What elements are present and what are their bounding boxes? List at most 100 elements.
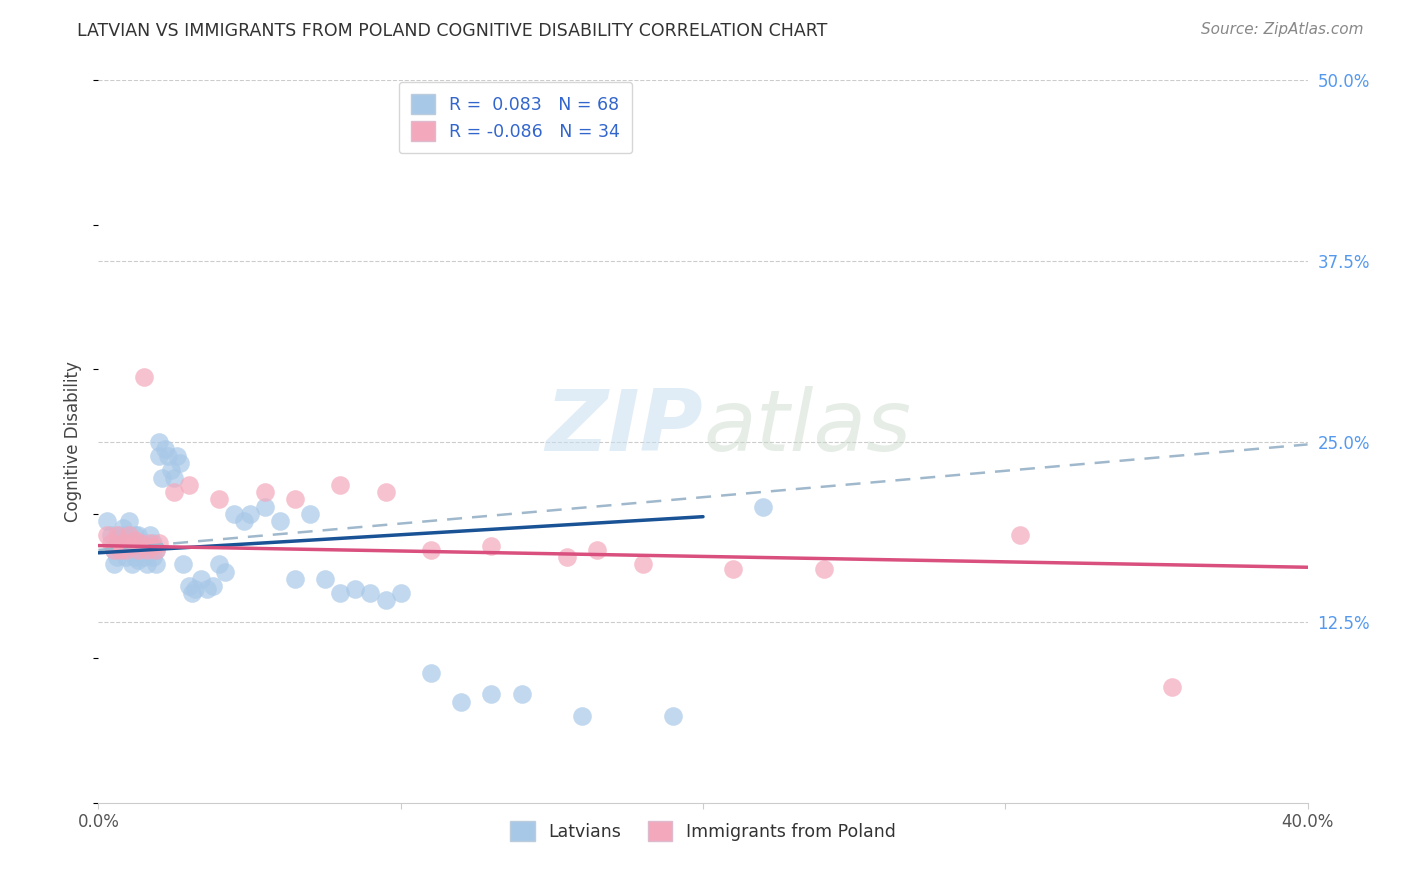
Point	[132, 535, 155, 549]
Point	[145, 558, 167, 572]
Point	[420, 665, 443, 680]
Point	[190, 572, 212, 586]
Point	[121, 535, 143, 549]
Point	[163, 470, 186, 484]
Point	[661, 709, 683, 723]
Y-axis label: Cognitive Disability: Cognitive Disability	[65, 361, 83, 522]
Text: Source: ZipAtlas.com: Source: ZipAtlas.com	[1201, 22, 1364, 37]
Point	[723, 562, 745, 576]
Point	[145, 542, 167, 557]
Point	[96, 514, 118, 528]
Point	[181, 586, 204, 600]
Point	[571, 709, 593, 723]
Point	[1010, 528, 1032, 542]
Point	[114, 550, 136, 565]
Point	[148, 449, 170, 463]
Point	[389, 586, 412, 600]
Point	[114, 528, 136, 542]
Point	[344, 582, 367, 596]
Point	[284, 492, 307, 507]
Point	[135, 542, 157, 557]
Point	[103, 542, 125, 557]
Point	[118, 542, 141, 557]
Point	[108, 528, 131, 542]
Point	[139, 535, 162, 549]
Point	[239, 507, 262, 521]
Point	[299, 507, 322, 521]
Point	[105, 528, 128, 542]
Point	[111, 521, 134, 535]
Point	[284, 572, 307, 586]
Point	[145, 542, 167, 557]
Point	[142, 535, 165, 549]
Point	[232, 514, 254, 528]
Point	[105, 550, 128, 565]
Point	[420, 542, 443, 557]
Point	[114, 542, 136, 557]
Point	[139, 528, 162, 542]
Point	[108, 542, 131, 557]
Point	[1160, 680, 1182, 694]
Point	[100, 535, 122, 549]
Point	[555, 550, 578, 565]
Point	[631, 558, 654, 572]
Point	[179, 579, 201, 593]
Point	[135, 542, 157, 557]
Point	[105, 535, 128, 549]
Point	[374, 593, 396, 607]
Point	[148, 535, 170, 549]
Point	[160, 463, 183, 477]
Point	[269, 514, 291, 528]
Point	[202, 579, 225, 593]
Point	[156, 449, 179, 463]
Point	[208, 492, 231, 507]
Point	[103, 558, 125, 572]
Point	[329, 586, 352, 600]
Point	[148, 434, 170, 449]
Point	[100, 528, 122, 542]
Point	[124, 533, 146, 547]
Point	[153, 442, 176, 456]
Legend: Latvians, Immigrants from Poland: Latvians, Immigrants from Poland	[503, 814, 903, 848]
Point	[172, 558, 194, 572]
Point	[129, 542, 152, 557]
Point	[127, 542, 149, 557]
Point	[124, 528, 146, 542]
Point	[481, 687, 503, 701]
Point	[132, 369, 155, 384]
Point	[118, 514, 141, 528]
Text: atlas: atlas	[703, 385, 911, 468]
Point	[129, 535, 152, 549]
Point	[121, 558, 143, 572]
Point	[111, 535, 134, 549]
Text: ZIP: ZIP	[546, 385, 703, 468]
Point	[142, 539, 165, 553]
Point	[329, 478, 352, 492]
Point	[179, 478, 201, 492]
Point	[163, 485, 186, 500]
Text: LATVIAN VS IMMIGRANTS FROM POLAND COGNITIVE DISABILITY CORRELATION CHART: LATVIAN VS IMMIGRANTS FROM POLAND COGNIT…	[77, 22, 828, 40]
Point	[586, 542, 609, 557]
Point	[127, 553, 149, 567]
Point	[224, 507, 246, 521]
Point	[103, 542, 125, 557]
Point	[135, 558, 157, 572]
Point	[195, 582, 218, 596]
Point	[510, 687, 533, 701]
Point	[253, 485, 276, 500]
Point	[314, 572, 336, 586]
Point	[450, 695, 472, 709]
Point	[142, 550, 165, 565]
Point	[118, 528, 141, 542]
Point	[752, 500, 775, 514]
Point	[111, 542, 134, 557]
Point	[184, 582, 207, 596]
Point	[132, 550, 155, 565]
Point	[169, 456, 191, 470]
Point	[813, 562, 835, 576]
Point	[121, 539, 143, 553]
Point	[124, 550, 146, 565]
Point	[374, 485, 396, 500]
Point	[96, 528, 118, 542]
Point	[481, 539, 503, 553]
